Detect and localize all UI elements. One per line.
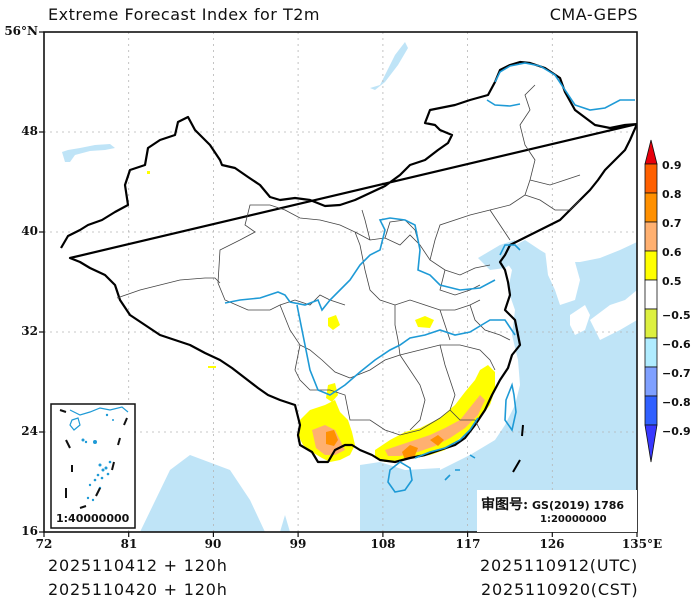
colorbar-label-0.6: 0.6 <box>662 246 682 259</box>
colorbar-label-0.5: 0.5 <box>662 275 682 288</box>
x-tick-117: 117 <box>455 537 481 551</box>
x-tick-108: 108 <box>370 537 396 551</box>
province-boundaries <box>116 84 581 436</box>
colorbar-label-0.9: 0.9 <box>662 159 682 172</box>
x-tick-72: 72 <box>35 537 53 551</box>
sea-areas <box>62 42 637 532</box>
colorbar-label-neg-0.5: −0.5 <box>662 309 691 322</box>
colorbar-label-neg-0.7: −0.7 <box>662 367 691 380</box>
colorbar-label-neg-0.8: −0.8 <box>662 396 691 409</box>
colorbar-label-neg-0.9: −0.9 <box>662 425 691 438</box>
inset-scale: 1:40000000 <box>56 512 130 525</box>
map-scale: 1:20000000 <box>540 514 607 525</box>
efi-shading <box>147 171 495 462</box>
y-tick-32: 32 <box>21 324 38 338</box>
approval-box <box>477 490 637 532</box>
init-time-cst: 2025110420 + 120h <box>48 580 228 599</box>
x-tick-135: 135°E <box>621 537 663 551</box>
valid-time-cst: 2025110920(CST) <box>481 580 639 599</box>
y-tick-24: 24 <box>21 424 38 438</box>
colorbar-label-neg-0.6: −0.6 <box>662 338 691 351</box>
colorbar <box>644 139 658 463</box>
y-tick-48: 48 <box>21 124 38 138</box>
plot-frame <box>43 31 638 533</box>
y-tick-40: 40 <box>21 224 38 238</box>
init-time-utc: 2025110412 + 120h <box>48 556 228 575</box>
colorbar-label-0.7: 0.7 <box>662 217 682 230</box>
approval-label: 审图号: <box>481 497 529 513</box>
x-tick-90: 90 <box>204 537 222 551</box>
y-tick-16: 16 <box>21 524 38 538</box>
inset-map <box>50 403 136 529</box>
map-approval: 审图号: GS(2019) 1786 <box>481 494 624 514</box>
chart-title: Extreme Forecast Index for T2m <box>48 5 320 24</box>
colorbar-label-0.8: 0.8 <box>662 188 682 201</box>
x-tick-99: 99 <box>289 537 307 551</box>
y-tick-56: 56°N <box>4 24 38 38</box>
x-tick-126: 126 <box>539 537 565 551</box>
rivers <box>224 62 635 493</box>
valid-time-utc: 2025110912(UTC) <box>480 556 638 575</box>
model-source: CMA-GEPS <box>549 5 638 24</box>
x-tick-81: 81 <box>120 537 138 551</box>
approval-code: GS(2019) 1786 <box>532 499 625 512</box>
